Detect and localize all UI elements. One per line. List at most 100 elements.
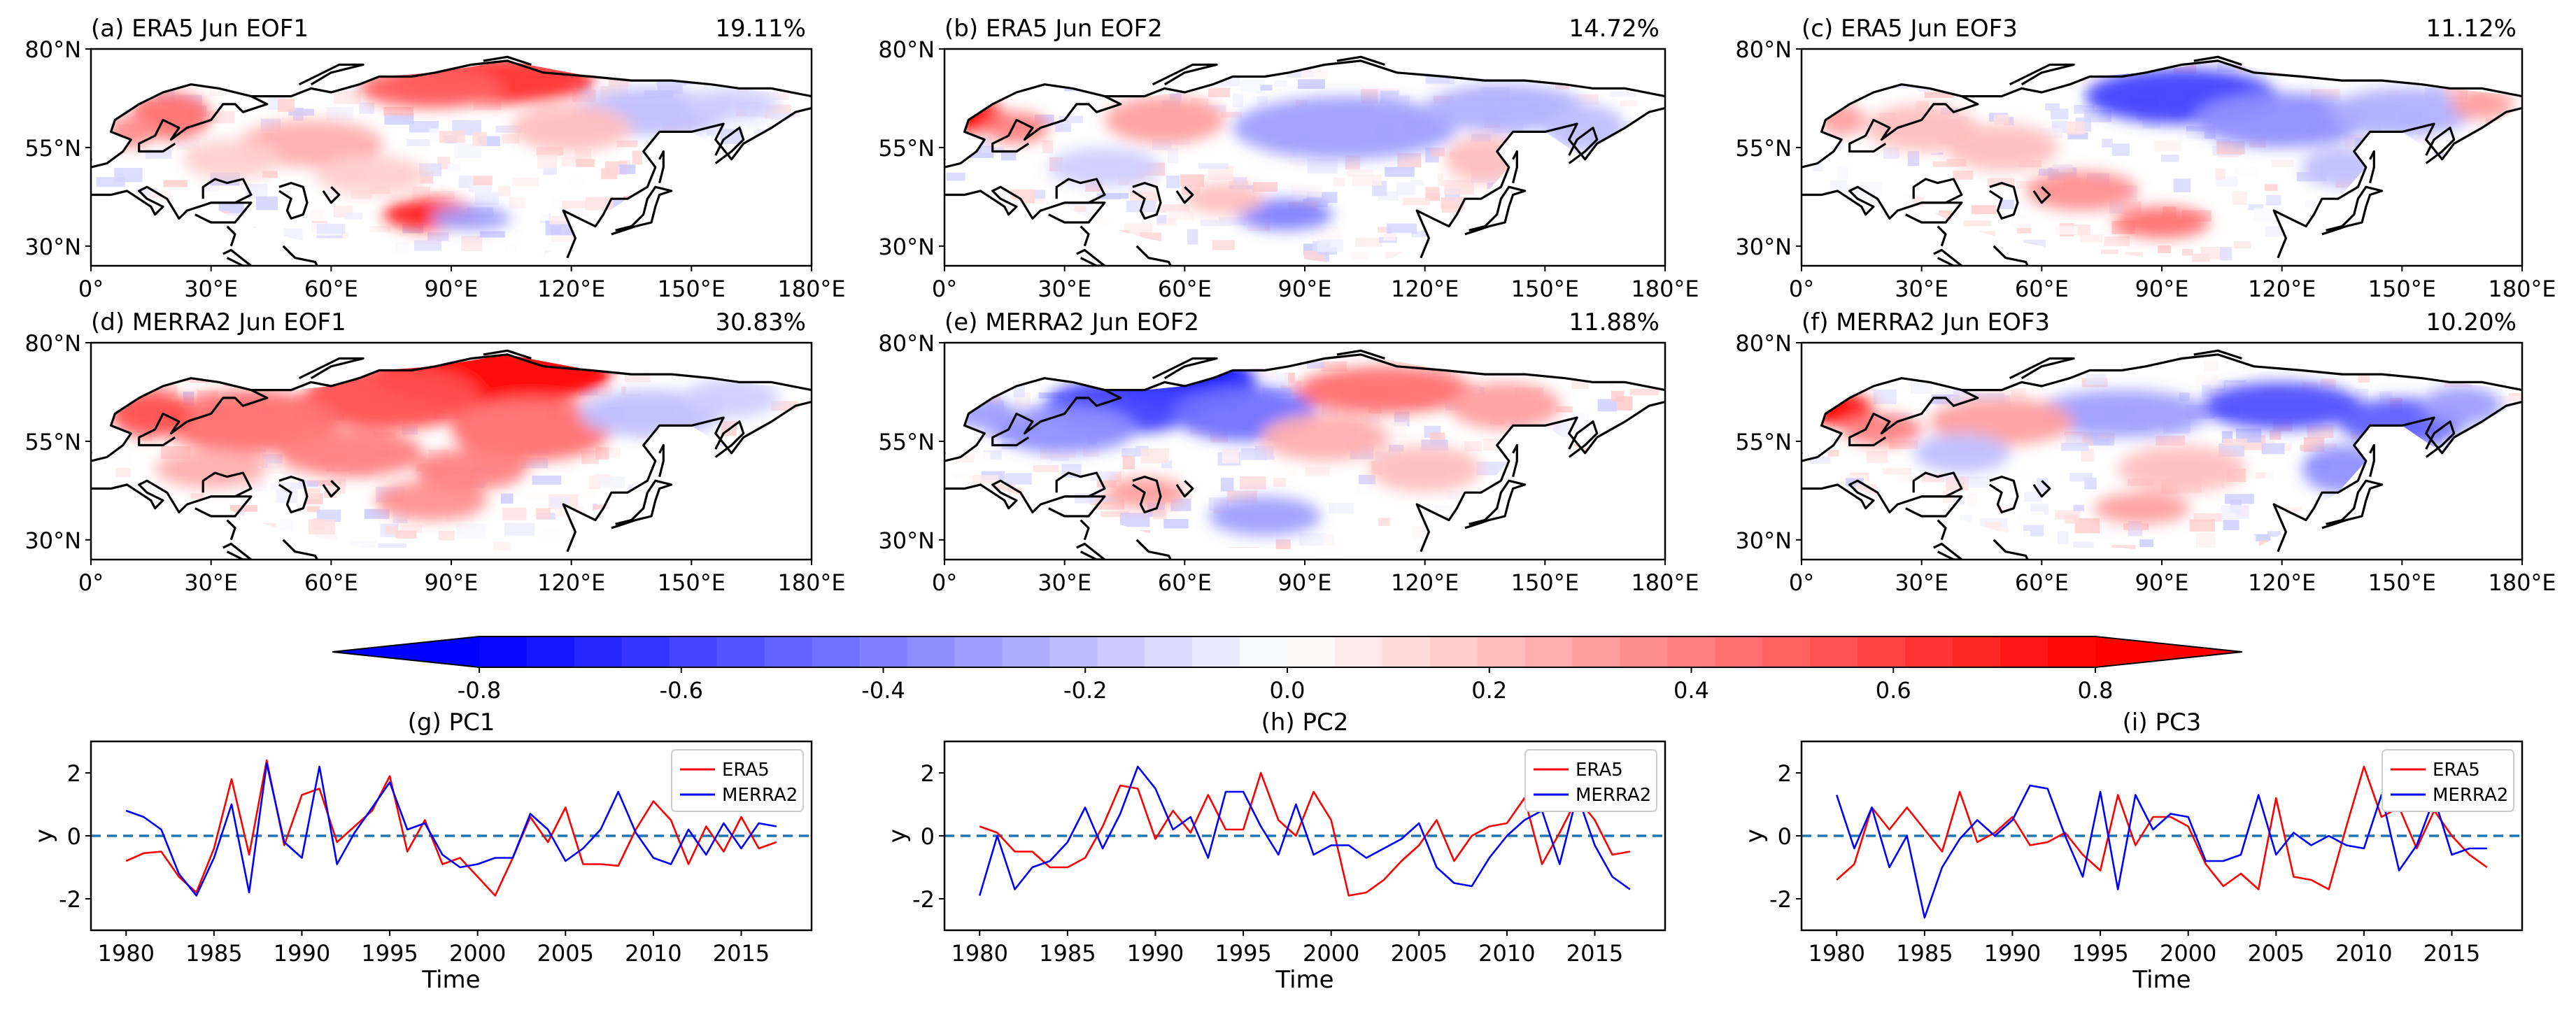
coastline [91, 377, 269, 462]
anomaly-cell [2265, 184, 2278, 191]
anomaly-blob [1368, 445, 1481, 493]
anomaly-cell [2211, 378, 2224, 389]
anomaly-cell [1329, 503, 1354, 513]
anomaly-cell [2158, 533, 2181, 545]
x-tick-label: 1985 [185, 940, 242, 967]
colorbar-tick-label: 0.8 [2078, 677, 2114, 704]
map-title: (d) MERRA2 Jun EOF1 [91, 308, 346, 336]
legend: ERA5 MERRA2 [671, 749, 804, 812]
x-tick-label: 2000 [2160, 940, 2216, 967]
anomaly-cell [1446, 490, 1463, 499]
lon-tick-label: 180°E [777, 276, 845, 302]
anomaly-blob [163, 390, 339, 453]
anomaly-cell [326, 107, 353, 121]
coastline [1336, 55, 1385, 66]
anomaly-cell [1288, 159, 1305, 166]
anomaly-cell [1464, 441, 1482, 452]
anomaly-cell [1222, 448, 1239, 464]
anomaly-cell [1994, 114, 2009, 125]
colorbar-segment [2048, 636, 2096, 667]
coastline [2321, 479, 2384, 529]
lat-tick-label: 55°N [1735, 429, 1792, 455]
anomaly-blob [2421, 386, 2503, 426]
colorbar-tick-label: 0.2 [1471, 677, 1507, 704]
anomaly-blob [1930, 397, 2074, 446]
lon-tick-label: 90°E [2135, 276, 2189, 302]
anomaly-cell [1609, 90, 1636, 97]
pc-chart-h: (h) PC2 1980 1985 1990 1995 2000 2005 2010 2015 2… [884, 709, 1666, 994]
anomaly-cell [1359, 475, 1375, 485]
anomaly-cell [472, 131, 488, 146]
lon-tick-label: 0° [1789, 569, 1814, 596]
anomaly-cell [1000, 151, 1017, 161]
anomaly-cell [538, 529, 560, 544]
map-panel-e: (e) MERRA2 Jun EOF2 11.88% 0° 30°E 60°E 90°E 1… [878, 308, 1699, 596]
y-tick-label: 2 [67, 760, 81, 787]
anomaly-cell [1307, 158, 1338, 174]
anomaly-cell [1034, 190, 1046, 199]
anomaly-cell [511, 178, 539, 187]
colorbar-segment [1620, 636, 1669, 667]
coastline [1415, 400, 1665, 553]
anomaly-cell [1323, 534, 1334, 546]
anomaly-cell [1932, 161, 1959, 167]
coastline [2009, 357, 2075, 380]
anomaly-cell [1156, 215, 1167, 224]
anomaly-cell [498, 185, 511, 197]
map-variance: 14.72% [1569, 15, 1659, 43]
anomaly-cell [2045, 103, 2060, 111]
coastline [658, 150, 665, 183]
coastline [1993, 245, 2030, 266]
anomaly-cell [551, 226, 561, 235]
anomaly-cell [1866, 451, 1888, 464]
map-panel-b: (b) ERA5 Jun EOF2 14.72% 0° 30°E 60°E 90°E 120… [878, 15, 1699, 302]
anomaly-blob [984, 112, 1049, 144]
colorbar-segment [1334, 636, 1383, 667]
x-axis-label: Time [421, 966, 480, 994]
colorbar: -0.8 -0.6 -0.4 -0.2 0.0 0.2 0.4 0.6 0.8 [332, 636, 2243, 704]
anomaly-cell [1620, 100, 1638, 106]
anomaly-cell [2520, 203, 2522, 213]
anomaly-cell [2002, 469, 2033, 477]
anomaly-cell [334, 91, 361, 104]
anomaly-cell [399, 525, 423, 533]
coastline [611, 185, 673, 236]
chart-title: (i) PC3 [2123, 709, 2202, 737]
lon-tick-label: 30°E [1038, 276, 1091, 302]
anomaly-cell [2181, 248, 2193, 256]
coastline [658, 443, 665, 477]
coastline [1132, 182, 1162, 220]
lat-tick-label: 80°N [878, 36, 935, 63]
coastline [1993, 539, 2030, 560]
coastlines [944, 349, 1665, 560]
anomaly-cell [1310, 226, 1341, 241]
anomaly-cell [1122, 455, 1135, 469]
lon-tick-label: 150°E [2368, 276, 2436, 302]
anomaly-cell [1838, 166, 1848, 180]
anomaly-cell [624, 374, 651, 383]
anomaly-cell [369, 226, 390, 233]
colorbar-segment [574, 636, 623, 667]
anomaly-cell [177, 136, 199, 150]
anomaly-cell [720, 129, 743, 144]
anomaly-cell [1663, 182, 1665, 197]
map-variance: 30.83% [715, 308, 806, 336]
coastline [1055, 178, 1106, 204]
coastline [91, 83, 269, 169]
anomaly-cell [2189, 519, 2216, 532]
anomaly-cell [1163, 518, 1189, 529]
anomaly-blob [683, 88, 780, 120]
anomaly-cell [770, 113, 788, 120]
anomaly-cell [1410, 179, 1424, 186]
anomaly-cell [1160, 204, 1190, 213]
anomaly-cell [2267, 531, 2281, 537]
anomaly-cell [429, 128, 439, 142]
anomaly-cell [1140, 448, 1169, 464]
coastline [714, 420, 745, 458]
anomaly-cell [1220, 111, 1242, 118]
map-title: (c) ERA5 Jun EOF3 [1802, 15, 2018, 43]
lon-tick-label: 60°E [2015, 569, 2069, 596]
x-tick-label: 1990 [274, 940, 330, 967]
anomaly-cell [616, 140, 638, 148]
anomaly-cell [810, 122, 812, 129]
